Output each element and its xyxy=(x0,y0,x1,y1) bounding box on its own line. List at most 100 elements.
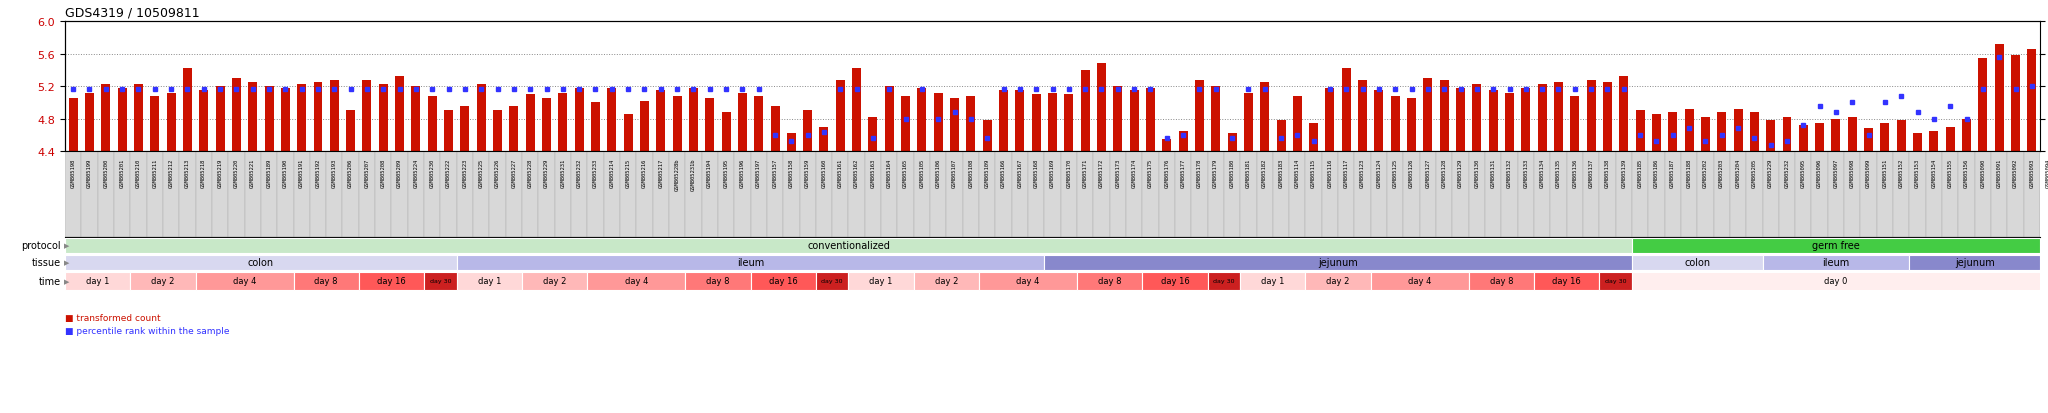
Bar xyxy=(1208,272,1241,290)
Bar xyxy=(1473,85,1481,152)
Bar xyxy=(2028,50,2036,152)
Text: day 4: day 4 xyxy=(233,277,256,286)
Text: GSM805109: GSM805109 xyxy=(985,159,989,188)
Bar xyxy=(1501,152,1518,237)
Bar xyxy=(950,99,958,152)
Text: GSM805170: GSM805170 xyxy=(1067,159,1071,188)
Bar xyxy=(1747,152,1763,237)
Bar xyxy=(983,121,991,152)
Bar xyxy=(1554,83,1563,152)
Bar xyxy=(1468,272,1534,290)
Bar xyxy=(227,152,244,237)
Text: day 1: day 1 xyxy=(86,277,109,286)
Text: conventionalized: conventionalized xyxy=(807,241,891,251)
Bar xyxy=(1147,88,1155,152)
Text: GSM805177: GSM805177 xyxy=(1180,159,1186,188)
Bar xyxy=(1653,115,1661,152)
Bar xyxy=(1192,152,1208,237)
Bar xyxy=(231,79,242,152)
Text: day 2: day 2 xyxy=(543,277,567,286)
Text: day 1: day 1 xyxy=(1262,277,1284,286)
Bar xyxy=(1370,272,1468,290)
Text: GSM805173: GSM805173 xyxy=(1116,159,1120,188)
Bar xyxy=(1962,119,1970,152)
Bar xyxy=(1341,69,1352,152)
Bar xyxy=(489,152,506,237)
Text: ■ percentile rank within the sample: ■ percentile rank within the sample xyxy=(66,327,229,336)
Text: colon: colon xyxy=(1683,258,1710,268)
Bar xyxy=(211,152,227,237)
Text: day 1: day 1 xyxy=(870,277,893,286)
Text: GSM805166: GSM805166 xyxy=(1001,159,1006,188)
Text: GSM805115: GSM805115 xyxy=(1311,159,1317,188)
Bar xyxy=(639,101,649,152)
Text: GSM805226: GSM805226 xyxy=(496,159,500,188)
Bar xyxy=(1847,118,1858,152)
Bar xyxy=(195,272,293,290)
Bar xyxy=(999,91,1008,152)
Bar xyxy=(260,152,276,237)
Bar xyxy=(1896,121,1907,152)
Text: GSM805161: GSM805161 xyxy=(838,159,844,188)
Bar xyxy=(588,272,686,290)
Bar xyxy=(1571,97,1579,152)
Bar xyxy=(575,88,584,152)
Bar xyxy=(1632,255,1763,271)
Bar xyxy=(750,152,766,237)
Bar xyxy=(1178,131,1188,152)
Text: day 8: day 8 xyxy=(707,277,729,286)
Bar xyxy=(1880,123,1890,152)
Text: GSM805124: GSM805124 xyxy=(1376,159,1382,188)
Bar xyxy=(766,152,782,237)
Bar xyxy=(1485,152,1501,237)
Text: GSM805217: GSM805217 xyxy=(657,159,664,188)
Bar xyxy=(70,99,78,152)
Bar xyxy=(1991,152,2007,237)
Text: GSM805160: GSM805160 xyxy=(821,159,827,188)
Bar xyxy=(281,88,291,152)
Text: GSM805097: GSM805097 xyxy=(1833,159,1839,188)
Text: GSM805202: GSM805202 xyxy=(1702,159,1708,188)
Bar xyxy=(555,152,571,237)
Bar xyxy=(408,152,424,237)
Bar xyxy=(424,272,457,290)
Bar xyxy=(1292,97,1303,152)
Bar xyxy=(100,85,111,152)
Bar xyxy=(1386,152,1403,237)
Bar xyxy=(1094,152,1110,237)
Bar xyxy=(82,152,98,237)
Bar xyxy=(440,152,457,237)
Text: GSM805216: GSM805216 xyxy=(641,159,647,188)
Text: GSM805206: GSM805206 xyxy=(348,159,352,188)
Bar xyxy=(477,85,485,152)
Bar xyxy=(264,87,274,152)
Bar xyxy=(1620,77,1628,152)
Bar xyxy=(1518,152,1534,237)
Bar xyxy=(621,152,637,237)
Text: GSM805230: GSM805230 xyxy=(430,159,434,188)
Text: GSM805194: GSM805194 xyxy=(707,159,713,188)
Bar xyxy=(1686,109,1694,152)
Bar xyxy=(963,152,979,237)
Text: GSM805156: GSM805156 xyxy=(1964,159,1968,188)
Text: ileum: ileum xyxy=(1823,258,1849,268)
Text: GSM805231: GSM805231 xyxy=(561,159,565,188)
Bar xyxy=(115,152,131,237)
Text: GSM805204: GSM805204 xyxy=(1735,159,1741,188)
Bar xyxy=(1567,152,1583,237)
Text: day 30: day 30 xyxy=(821,279,844,284)
Bar xyxy=(1114,87,1122,152)
Bar xyxy=(819,127,829,152)
Bar xyxy=(510,107,518,152)
Bar xyxy=(750,272,815,290)
Bar xyxy=(571,152,588,237)
Text: GSM805116: GSM805116 xyxy=(1327,159,1333,188)
Bar xyxy=(375,152,391,237)
Bar xyxy=(1632,152,1649,237)
Bar xyxy=(1309,123,1319,152)
Bar xyxy=(1452,152,1468,237)
Bar xyxy=(979,152,995,237)
Text: GSM805203: GSM805203 xyxy=(1718,159,1724,188)
Bar xyxy=(1143,272,1208,290)
Text: GSM805138: GSM805138 xyxy=(1606,159,1610,188)
